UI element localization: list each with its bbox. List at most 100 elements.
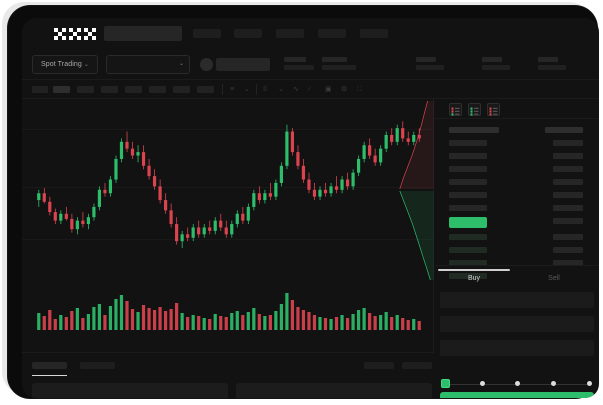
stat-24h-turnover (538, 57, 566, 70)
interval-5m[interactable] (77, 86, 94, 93)
orderbook-ask-row[interactable] (449, 153, 487, 159)
panel-orders[interactable] (236, 383, 432, 398)
col-amount (545, 127, 583, 133)
nav-markets[interactable] (234, 29, 262, 38)
chart-gridline (22, 187, 434, 188)
interval-1d[interactable] (173, 86, 190, 93)
orderbook-bid-row[interactable] (449, 260, 487, 266)
volume-series (37, 293, 421, 330)
orderbook-ask-amount (553, 140, 583, 146)
chevron-down-icon: ⌄ (83, 62, 90, 68)
chart-gridline (22, 239, 434, 240)
order-book-header (435, 99, 599, 119)
trading-pair-select[interactable]: ⌄ (106, 55, 190, 74)
chart-gridline (22, 129, 434, 130)
nav-derivatives[interactable] (318, 29, 346, 38)
orderbook-ask-amount (553, 205, 583, 211)
app-screen: Spot Trading ⌄ ⌄ (22, 18, 599, 398)
toolbar-divider-2 (256, 84, 257, 95)
tab-buy[interactable]: Buy (467, 275, 481, 282)
nav-buy-crypto[interactable] (193, 29, 221, 38)
chart-toolbar: ≡ ⌄ ⌷ ⌄ ∿ ∕ ▣ ⚙ ⛶ (22, 80, 599, 99)
col-price (449, 127, 499, 133)
orderbook-bid-amount (553, 234, 583, 240)
interval-1h[interactable] (125, 86, 142, 93)
top-nav-bar (22, 18, 599, 48)
interval-1w[interactable] (197, 86, 214, 93)
orders-panel (22, 352, 434, 398)
slider-stop-25[interactable] (480, 381, 485, 386)
orderbook-ask-row[interactable] (449, 192, 487, 198)
orderbook-ask-amount (553, 218, 583, 224)
orderbook-ask-amount (553, 166, 583, 172)
slider-stop-50[interactable] (515, 381, 520, 386)
depth-chart (398, 99, 434, 282)
orderbook-ask-row[interactable] (449, 140, 487, 146)
price-chart[interactable] (22, 99, 434, 352)
orderbook-ask-amount (553, 192, 583, 198)
stat-24h-high (322, 57, 356, 70)
orderbook-bid-row[interactable] (449, 273, 487, 279)
panel-assets[interactable] (32, 383, 228, 398)
trade-form: Buy Sell (435, 265, 599, 398)
interval-4h[interactable] (149, 86, 166, 93)
slider-handle[interactable] (441, 379, 450, 388)
fullscreen-icon[interactable]: ⛶ (357, 86, 362, 93)
indicators-icon[interactable]: ≡ (230, 86, 235, 93)
nav-earn[interactable] (360, 29, 388, 38)
field-total[interactable] (440, 340, 594, 356)
coin-avatar (200, 58, 213, 71)
device-bezel: Spot Trading ⌄ ⌄ (8, 6, 599, 398)
orderbook-ask-row[interactable] (449, 179, 487, 185)
orderbook-view-both-icon[interactable] (449, 103, 462, 116)
order-book-panel: Buy Sell (435, 99, 599, 398)
orderbook-ask-row[interactable] (449, 166, 487, 172)
tab-order-history[interactable] (80, 362, 115, 369)
buy-tab-underline (438, 269, 510, 271)
orderbook-ask-amount (553, 179, 583, 185)
toolbar-divider-1 (222, 84, 223, 95)
spot-trading-label: Spot Trading (40, 61, 82, 68)
orderbook-view-bids-icon[interactable] (468, 103, 481, 116)
orderbook-bid-row[interactable] (449, 234, 487, 240)
orderbook-last-price (449, 217, 487, 228)
stat-24h-low (416, 57, 444, 70)
orderbook-bid-amount (553, 247, 583, 253)
chevron-down-icon[interactable]: ⌄ (244, 86, 250, 93)
camera-icon[interactable]: ▣ (325, 86, 332, 93)
stat-24h-change (284, 57, 314, 70)
chart-type-icon[interactable]: ⌷ (263, 86, 268, 93)
interval-1m[interactable] (53, 86, 70, 93)
chevron-down-icon-2[interactable]: ⌄ (278, 86, 284, 93)
chevron-down-icon-pair: ⌄ (178, 61, 184, 67)
orderbook-ask-amount (553, 153, 583, 159)
search-input[interactable] (104, 26, 182, 41)
market-info-bar: Spot Trading ⌄ ⌄ (22, 49, 599, 80)
tab-open-orders[interactable] (32, 362, 67, 369)
orderbook-view-asks-icon[interactable] (487, 103, 500, 116)
last-price (216, 58, 270, 71)
action-cancel-all[interactable] (402, 362, 432, 369)
stat-24h-volume (482, 57, 510, 70)
slider-stop-75[interactable] (551, 381, 556, 386)
interval-15m[interactable] (101, 86, 118, 93)
line-tool-icon[interactable]: ∿ (293, 86, 299, 93)
orderbook-ask-row[interactable] (449, 205, 487, 211)
orderbook-bid-row[interactable] (449, 247, 487, 253)
okx-logo[interactable] (54, 28, 96, 40)
active-tab-underline (32, 375, 67, 376)
orderbook-bid-amount (553, 260, 583, 266)
submit-buy-button[interactable] (440, 392, 594, 398)
slider-stop-100[interactable] (587, 381, 592, 386)
settings-icon[interactable]: ⚙ (341, 86, 348, 93)
field-amount[interactable] (440, 316, 594, 332)
brush-icon[interactable]: ∕ (309, 86, 311, 93)
action-hide-other-pairs[interactable] (364, 362, 394, 369)
candlestick-series (37, 121, 421, 249)
tab-sell[interactable]: Sell (548, 275, 560, 282)
field-price[interactable] (440, 292, 594, 308)
interval-time[interactable] (32, 86, 48, 93)
spot-trading-dropdown[interactable]: Spot Trading ⌄ (32, 55, 98, 74)
nav-trade[interactable] (276, 29, 304, 38)
